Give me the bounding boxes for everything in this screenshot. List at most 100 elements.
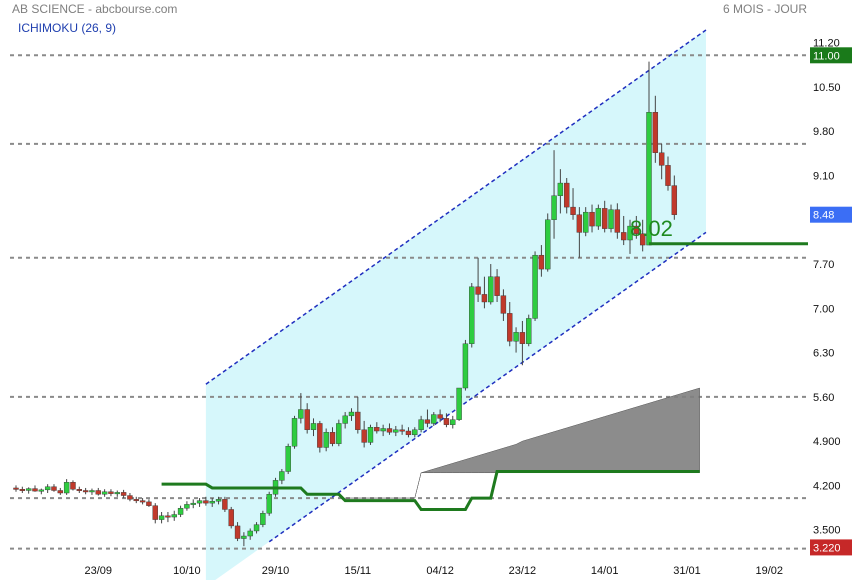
channel-lower-line <box>268 231 707 543</box>
x-tick-label: 15/11 <box>344 565 371 577</box>
candle-body <box>526 318 532 344</box>
candle-body <box>633 225 640 234</box>
candle-body <box>222 499 228 510</box>
y-tick-label: 7.70 <box>813 259 834 271</box>
candle-body <box>481 294 488 303</box>
candle-body <box>146 501 152 506</box>
candle-body <box>494 276 500 296</box>
candle-body <box>127 495 133 500</box>
y-tick-label: 4.200 <box>813 480 841 492</box>
candle-body <box>171 514 177 518</box>
candle-body <box>51 486 57 491</box>
y-tick-label: 10.50 <box>813 82 841 94</box>
candle-body <box>190 502 196 505</box>
x-tick-label: 23/12 <box>509 565 537 577</box>
candle-body <box>38 489 45 492</box>
x-tick-label: 29/10 <box>262 565 290 577</box>
candle-body <box>469 286 475 344</box>
candle-body <box>437 414 443 419</box>
y-tick-label: 4.900 <box>813 436 841 448</box>
candle-body <box>310 423 317 430</box>
candle-body <box>583 211 589 233</box>
candle-body <box>57 490 64 494</box>
kijun-line <box>161 470 700 511</box>
candle-body <box>203 500 209 504</box>
candle-body <box>507 313 513 342</box>
candle-body <box>304 409 310 430</box>
candle-body <box>538 254 545 270</box>
candle-body <box>374 427 380 432</box>
candle-body <box>241 535 247 539</box>
price-badge <box>810 539 852 556</box>
candle-body <box>665 165 671 186</box>
candle-body <box>380 428 386 432</box>
candle-body <box>317 423 323 448</box>
candle-body <box>652 112 659 153</box>
x-tick-label: 14/01 <box>591 565 619 577</box>
candle-body <box>424 419 431 424</box>
candle-body <box>228 509 234 527</box>
timeframe-label: 6 MOIS - JOUR <box>722 2 807 16</box>
x-tick-label: 31/01 <box>673 565 701 577</box>
candle-body <box>431 414 437 424</box>
candle-body <box>627 225 633 241</box>
candle-body <box>456 387 462 420</box>
candle-body <box>89 490 95 493</box>
candle-body <box>82 490 89 493</box>
price-badge-label: 3.220 <box>813 542 841 554</box>
candle-body <box>608 209 614 229</box>
candle-body <box>19 489 26 491</box>
price-badge <box>810 47 852 64</box>
price-badge-label: 8.48 <box>813 210 834 222</box>
candle-body <box>475 286 481 295</box>
candle-body <box>601 208 608 229</box>
x-tick-label: 04/12 <box>426 565 454 577</box>
candle-body <box>298 409 304 419</box>
candle-body <box>279 471 285 481</box>
candle-body <box>196 500 203 504</box>
candle-body <box>386 428 393 433</box>
indicator-label: ICHIMOKU (26, 9) <box>18 21 117 35</box>
candle-body <box>570 206 576 215</box>
candle-body <box>25 488 32 491</box>
y-tick-label: 9.10 <box>813 170 834 182</box>
y-tick-label: 5.60 <box>813 392 834 404</box>
price-badge-label: 11.00 <box>813 50 840 62</box>
candle-body <box>367 427 374 443</box>
candle-body <box>336 423 342 444</box>
candle-body <box>405 430 412 436</box>
candle-body <box>545 219 551 270</box>
candle-body <box>564 182 570 208</box>
candle-body <box>443 418 450 425</box>
candle-body <box>209 501 215 504</box>
candle-body <box>639 233 646 246</box>
candle-body <box>551 195 557 220</box>
chart-title: AB SCIENCE - abcbourse.com <box>12 2 178 16</box>
price-badge <box>810 206 852 223</box>
candle-body <box>576 214 583 233</box>
candle-body <box>488 276 494 303</box>
candle-body <box>348 411 355 417</box>
candle-body <box>234 525 241 539</box>
candle-body <box>139 500 146 503</box>
candle-body <box>614 209 621 233</box>
candle-body <box>658 152 665 166</box>
candle-body <box>76 489 83 491</box>
candle-body <box>595 208 602 227</box>
candle-body <box>393 429 399 433</box>
x-tick-label: 23/09 <box>85 565 113 577</box>
candle-body <box>158 515 165 520</box>
candle-body <box>500 295 507 314</box>
y-tick-label: 6.30 <box>813 348 834 360</box>
candle-body <box>418 419 424 430</box>
candle-body <box>133 499 139 502</box>
candle-body <box>342 415 348 424</box>
candle-body <box>532 254 538 319</box>
candle-body <box>184 504 190 509</box>
candle-body <box>513 332 519 342</box>
candle-body <box>291 418 298 447</box>
candle-body <box>95 490 101 495</box>
candle-body <box>329 432 336 444</box>
